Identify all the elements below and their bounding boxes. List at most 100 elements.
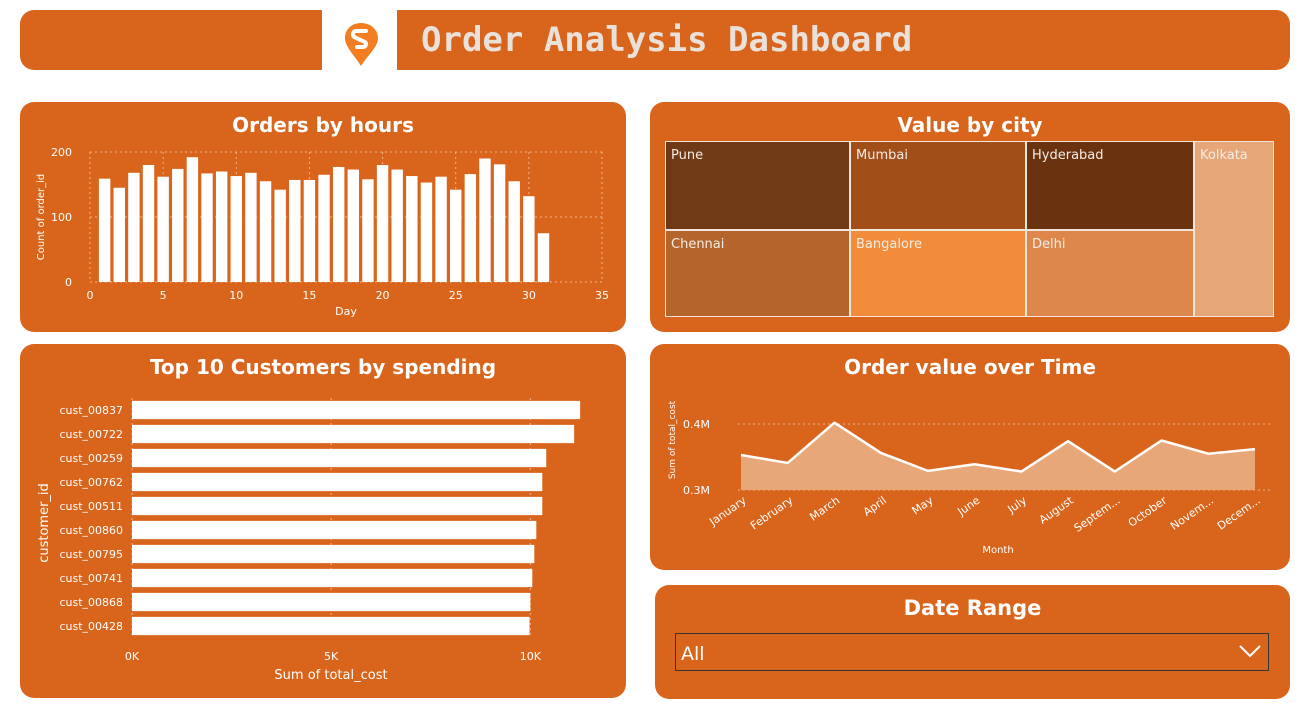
bar-day-29 [508, 181, 520, 282]
date-range-panel: Date Range All [655, 585, 1290, 699]
bar-day-27 [479, 158, 491, 282]
order-value-chart: 0.3M 0.4M January February March April May June… [668, 400, 1272, 556]
x-tick-label: 5K [324, 650, 339, 663]
x-tick-label: May [910, 494, 936, 518]
bar-day-5 [157, 176, 169, 282]
y-tick-label: cust_00511 [59, 500, 123, 513]
bar-day-3 [128, 172, 140, 282]
bar-day-14 [289, 179, 301, 282]
order-value-title: Order value over Time [844, 355, 1096, 379]
bar-day-31 [537, 233, 550, 282]
bar-day-12 [259, 181, 272, 282]
date-range-title: Date Range [903, 596, 1042, 620]
y-axis-label: customer_id [37, 483, 52, 563]
bar-day-21 [391, 169, 403, 282]
y-tick-label: cust_00868 [59, 596, 123, 609]
order-value-area [741, 422, 1255, 490]
bar-day-28 [493, 164, 506, 282]
y-axis-label: Count of order_id [36, 174, 47, 260]
top-customers-panel: Top 10 Customers by spending 0K 5K 10K cust… [20, 344, 626, 698]
x-tick-label: 10 [229, 289, 243, 302]
x-tick-label: October [1126, 494, 1170, 530]
bar-cust-00428 [132, 616, 530, 636]
orders-by-hours-chart: 0 100 200 0 5 10 15 20 25 30 35 Day Count of order_i… [36, 146, 609, 318]
treemap-cell-chennai[interactable]: Chennai [665, 230, 850, 317]
bar-day-20 [376, 165, 389, 282]
x-tick-label: 0 [87, 289, 94, 302]
x-tick-label: 5 [160, 289, 167, 302]
y-tick-label: 100 [51, 211, 72, 224]
bar-day-6 [172, 168, 184, 282]
y-tick-label: cust_00741 [59, 572, 123, 585]
bar-cust-00259 [132, 448, 547, 468]
value-by-city-title: Value by city [897, 113, 1043, 137]
bar-day-9 [215, 171, 228, 282]
x-tick-label: January [706, 494, 749, 529]
y-tick-label: 0 [65, 276, 72, 289]
bar-day-10 [230, 176, 242, 282]
y-tick-label: 0.3M [683, 484, 710, 497]
bar-day-19 [362, 179, 374, 282]
bar-cust-00860 [132, 520, 537, 540]
y-tick-label: cust_00428 [59, 620, 123, 633]
bar-day-13 [274, 189, 286, 282]
bar-day-30 [523, 196, 535, 282]
x-tick-label: 10K [520, 650, 542, 663]
date-range-dropdown[interactable]: All [675, 633, 1269, 671]
x-tick-label: April [861, 494, 889, 519]
orders-by-hours-title: Orders by hours [232, 113, 414, 137]
value-by-city-panel: Value by city Pune Mumbai Hyderabad Kolk… [650, 102, 1290, 332]
treemap-cell-hyderabad[interactable]: Hyderabad [1026, 141, 1194, 230]
treemap-cell-delhi[interactable]: Delhi [1026, 230, 1194, 317]
bar-day-24 [435, 176, 447, 282]
bar-day-25 [450, 189, 462, 282]
x-tick-label: 0K [125, 650, 140, 663]
x-tick-label: June [954, 494, 982, 519]
bar-cust-00511 [132, 496, 543, 516]
bar-day-22 [406, 176, 418, 282]
x-tick-label: 30 [522, 289, 536, 302]
y-tick-label: cust_00762 [59, 476, 123, 489]
bar-day-26 [464, 174, 477, 282]
y-axis-label: Sum of total_cost [668, 400, 678, 479]
bar-cust-00868 [132, 592, 531, 612]
y-tick-label: cust_00722 [59, 428, 123, 441]
chevron-down-icon[interactable] [1238, 642, 1262, 660]
bar-cust-00722 [132, 424, 575, 444]
x-tick-label: 15 [302, 289, 316, 302]
swiggy-logo-icon [345, 23, 378, 66]
y-tick-label: cust_00259 [59, 452, 123, 465]
bar-day-15 [303, 179, 316, 282]
treemap-cell-bangalore[interactable]: Bangalore [850, 230, 1026, 317]
bar-cust-00762 [132, 472, 543, 492]
bar-day-1 [98, 178, 111, 282]
x-axis-label: Sum of total_cost [274, 668, 387, 683]
x-tick-label: February [748, 494, 796, 533]
x-tick-label: March [807, 494, 842, 524]
order-value-panel: Order value over Time 0.3M 0.4M January Feb… [650, 344, 1290, 570]
top-customers-title: Top 10 Customers by spending [149, 355, 497, 379]
y-tick-label: cust_00837 [59, 404, 123, 417]
x-tick-label: 35 [595, 289, 609, 302]
orders-by-hours-panel: Orders by hours 0 100 200 0 5 10 15 20 25 30 35 Day… [20, 102, 626, 332]
header-title-bar: Order Analysis Dashboard [397, 10, 1290, 70]
y-tick-label: cust_00860 [59, 524, 123, 537]
top-customers-chart: 0K 5K 10K cust_00837 cust_00722 cust_00259cus… [37, 398, 581, 683]
header-left-bar [20, 10, 322, 70]
bar-cust-00741 [132, 568, 533, 588]
y-tick-label: 200 [51, 146, 72, 159]
order-value-line [740, 421, 1256, 473]
bar-day-4 [142, 165, 155, 282]
page-title: Order Analysis Dashboard [421, 20, 913, 60]
x-tick-label: Decem... [1215, 494, 1263, 533]
treemap-cell-pune[interactable]: Pune [665, 141, 850, 230]
treemap-cell-mumbai[interactable]: Mumbai [850, 141, 1026, 230]
x-tick-label: July [1005, 494, 1030, 517]
bar-day-18 [347, 169, 360, 282]
treemap-cell-kolkata[interactable]: Kolkata [1194, 141, 1274, 317]
bar-day-2 [113, 187, 125, 282]
bar-cust-00795 [132, 544, 535, 564]
bar-day-8 [201, 173, 213, 282]
x-tick-label: Septem... [1072, 494, 1123, 535]
bar-day-11 [245, 172, 257, 282]
